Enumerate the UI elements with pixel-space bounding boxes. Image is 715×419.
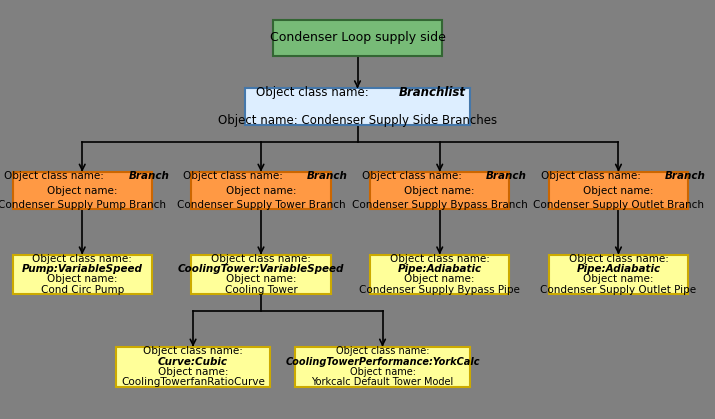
FancyBboxPatch shape [370, 255, 509, 294]
Text: Pump:VariableSpeed: Pump:VariableSpeed [21, 264, 143, 274]
Text: Object class name:: Object class name: [336, 347, 429, 357]
Text: Object name:: Object name: [583, 274, 654, 285]
Text: Condenser Supply Outlet Branch: Condenser Supply Outlet Branch [533, 200, 704, 210]
Text: CoolingTower:VariableSpeed: CoolingTower:VariableSpeed [178, 264, 344, 274]
Text: Branch: Branch [485, 171, 527, 181]
Text: Branch: Branch [664, 171, 706, 181]
FancyBboxPatch shape [191, 255, 330, 294]
Text: Object class name:: Object class name: [143, 347, 243, 357]
FancyBboxPatch shape [13, 255, 152, 294]
Text: Cooling Tower: Cooling Tower [225, 285, 297, 295]
FancyBboxPatch shape [370, 172, 509, 210]
FancyBboxPatch shape [548, 172, 688, 210]
Text: Object class name:: Object class name: [32, 254, 132, 264]
Text: Object name:: Object name: [47, 274, 117, 285]
Text: Object class name:: Object class name: [568, 254, 669, 264]
Text: Condenser Supply Outlet Pipe: Condenser Supply Outlet Pipe [541, 285, 696, 295]
Text: Yorkcalc Default Tower Model: Yorkcalc Default Tower Model [312, 377, 453, 387]
Text: Condenser Supply Pump Branch: Condenser Supply Pump Branch [0, 200, 166, 210]
Text: Object class name:: Object class name: [256, 86, 373, 99]
Text: Condenser Supply Bypass Pipe: Condenser Supply Bypass Pipe [359, 285, 520, 295]
Text: Cond Circ Pump: Cond Circ Pump [41, 285, 124, 295]
Text: Branchlist: Branchlist [399, 86, 466, 99]
Text: Object class name:: Object class name: [4, 171, 107, 181]
Text: Object name:: Object name: [350, 367, 415, 377]
Text: Object name:: Object name: [405, 186, 475, 196]
FancyBboxPatch shape [295, 347, 470, 386]
Text: Condenser Loop supply side: Condenser Loop supply side [270, 31, 445, 44]
Text: Object class name:: Object class name: [362, 171, 465, 181]
FancyBboxPatch shape [191, 172, 330, 210]
Text: Curve:Cubic: Curve:Cubic [158, 357, 228, 367]
Text: Condenser Supply Tower Branch: Condenser Supply Tower Branch [177, 200, 345, 210]
Text: Object name:: Object name: [583, 186, 654, 196]
Text: Object class name:: Object class name: [390, 254, 490, 264]
Text: Object name:: Object name: [158, 367, 228, 377]
Text: Object name:: Object name: [226, 186, 296, 196]
Text: Object name:: Object name: [47, 186, 117, 196]
Text: Branch: Branch [128, 171, 169, 181]
FancyBboxPatch shape [548, 255, 688, 294]
Text: Object class name:: Object class name: [541, 171, 644, 181]
Text: Pipe:Adiabatic: Pipe:Adiabatic [576, 264, 661, 274]
FancyBboxPatch shape [117, 347, 270, 386]
Text: CoolingTowerPerformance:YorkCalc: CoolingTowerPerformance:YorkCalc [285, 357, 480, 367]
FancyBboxPatch shape [13, 172, 152, 210]
Text: Object name: Condenser Supply Side Branches: Object name: Condenser Supply Side Branc… [218, 114, 497, 127]
Text: Pipe:Adiabatic: Pipe:Adiabatic [398, 264, 482, 274]
Text: Branch: Branch [307, 171, 348, 181]
Text: Condenser Supply Bypass Branch: Condenser Supply Bypass Branch [352, 200, 528, 210]
FancyBboxPatch shape [273, 20, 441, 55]
Text: Object class name:: Object class name: [183, 171, 286, 181]
Text: Object class name:: Object class name: [211, 254, 311, 264]
FancyBboxPatch shape [245, 88, 470, 125]
Text: Object name:: Object name: [226, 274, 296, 285]
Text: Object name:: Object name: [405, 274, 475, 285]
Text: CoolingTowerfanRatioCurve: CoolingTowerfanRatioCurve [121, 377, 265, 387]
